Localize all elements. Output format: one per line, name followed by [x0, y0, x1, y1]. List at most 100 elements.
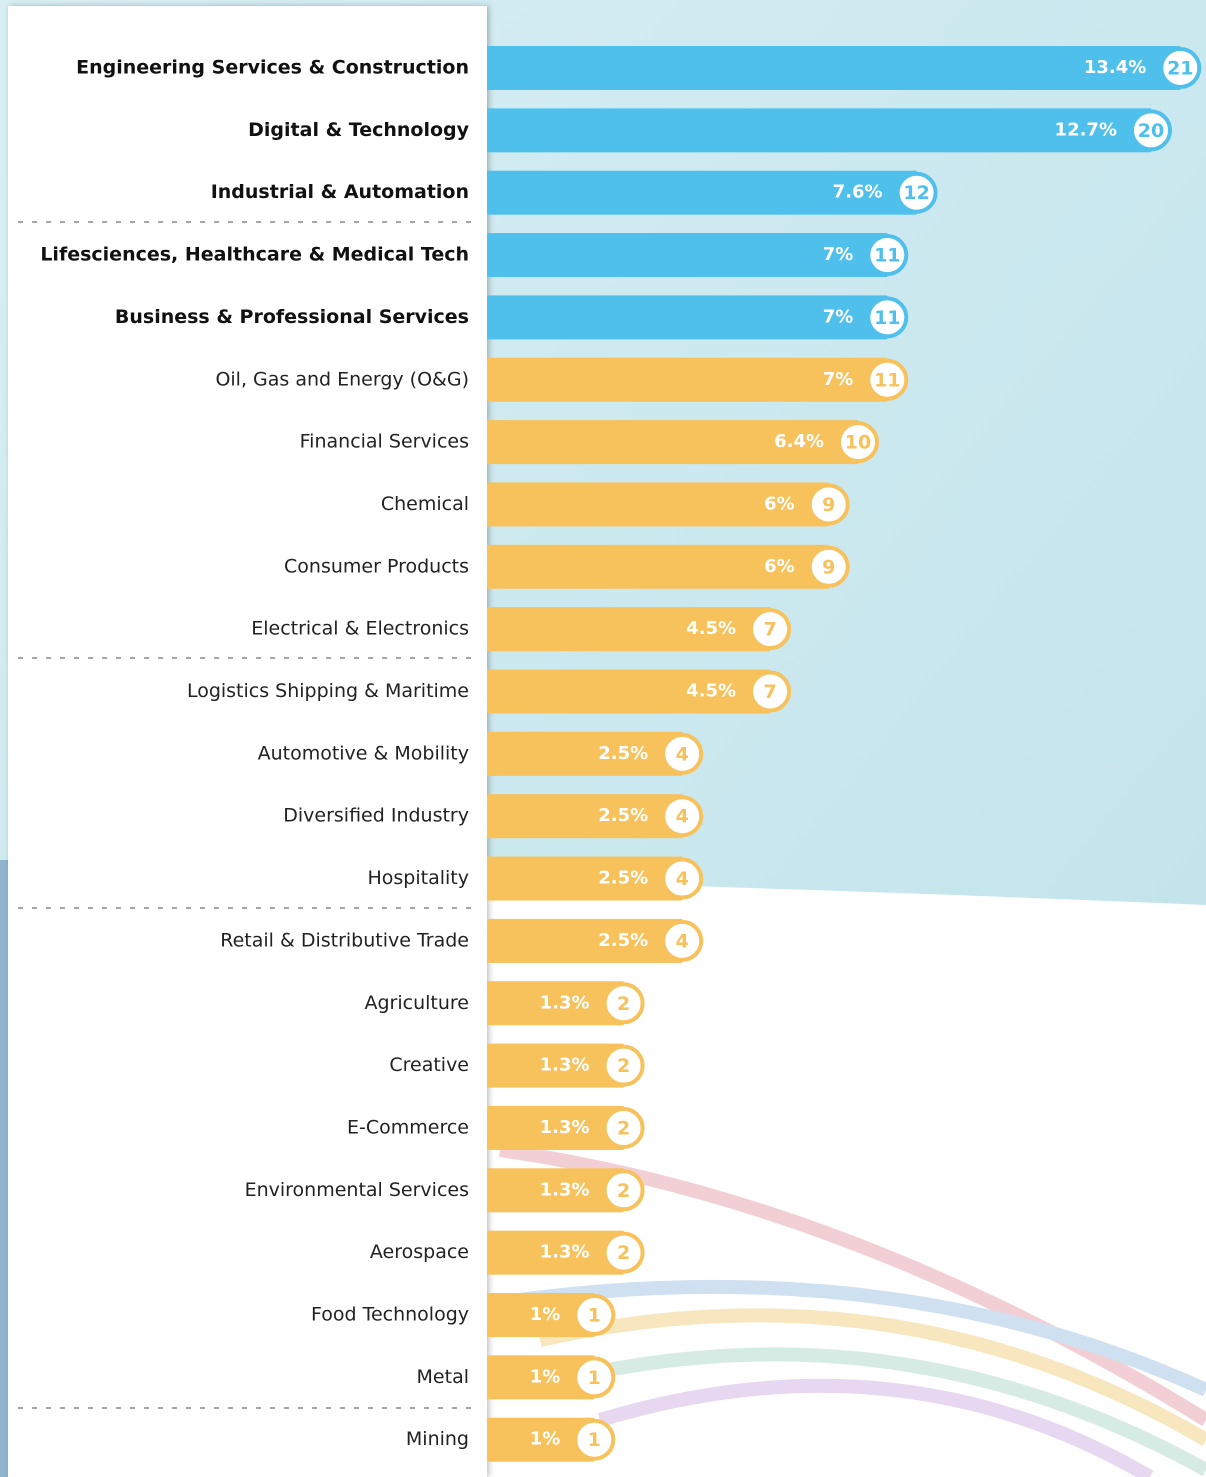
category-label: Food Technology [311, 1304, 469, 1326]
count-label: 2 [617, 1242, 630, 1264]
value-label: 1% [530, 1366, 561, 1387]
category-label: Digital & Technology [248, 119, 469, 141]
value-label: 6% [764, 493, 795, 514]
decor-waves [499, 1143, 1206, 1477]
count-badge [661, 919, 704, 962]
bar [487, 482, 829, 527]
count-badge [573, 1418, 616, 1461]
value-label: 2.5% [598, 805, 648, 826]
bar [487, 794, 683, 839]
count-label: 11 [874, 307, 900, 329]
value-label: 1.3% [540, 992, 590, 1013]
label-panel [8, 6, 487, 1477]
count-badge [866, 358, 909, 401]
count-label: 2 [617, 993, 630, 1015]
count-badge [807, 545, 850, 588]
value-label: 2.5% [598, 743, 648, 764]
value-label: 2.5% [598, 930, 648, 951]
count-badge [837, 421, 879, 464]
bar [487, 108, 1151, 153]
count-badge [602, 1106, 645, 1149]
count-label: 21 [1167, 58, 1193, 80]
count-label: 10 [845, 432, 871, 454]
count-badge [573, 1356, 616, 1399]
bar [487, 420, 858, 465]
category-label: Industrial & Automation [211, 181, 469, 203]
value-label: 1.3% [540, 1242, 590, 1263]
category-label: Hospitality [368, 867, 470, 889]
count-label: 12 [903, 182, 929, 204]
count-badge [602, 1044, 645, 1087]
category-label: Automotive & Mobility [258, 742, 469, 764]
bar [487, 1168, 624, 1213]
bar [487, 170, 917, 215]
value-label: 7.6% [833, 182, 883, 203]
count-label: 2 [617, 1117, 630, 1139]
bar [487, 1230, 624, 1275]
category-label: Agriculture [365, 992, 470, 1014]
count-label: 4 [676, 930, 689, 952]
count-badge [573, 1294, 616, 1336]
count-badge [661, 857, 704, 900]
value-label: 1.3% [540, 1179, 590, 1200]
count-badge [1159, 47, 1202, 89]
value-label: 6% [764, 556, 795, 577]
bar [487, 357, 888, 402]
bar [487, 295, 888, 340]
value-label: 12.7% [1055, 119, 1117, 140]
value-label: 1.3% [540, 1055, 590, 1076]
value-label: 1.3% [540, 1117, 590, 1138]
count-badge [895, 171, 938, 214]
value-label: 7% [823, 244, 854, 265]
category-label: Diversified Industry [283, 805, 469, 827]
category-label: Electrical & Electronics [251, 618, 469, 640]
count-badge [602, 982, 645, 1025]
count-badge [602, 1169, 645, 1212]
category-label: Mining [406, 1428, 469, 1450]
bar [487, 46, 1181, 90]
category-label: Business & Professional Services [115, 306, 469, 328]
count-label: 1 [588, 1367, 601, 1389]
count-label: 11 [874, 369, 900, 391]
category-label: Metal [417, 1366, 469, 1388]
count-badge [866, 234, 909, 277]
count-label: 9 [822, 556, 835, 578]
category-label: Oil, Gas and Energy (O&G) [215, 368, 469, 390]
value-label: 4.5% [686, 618, 736, 639]
value-label: 1% [530, 1429, 561, 1450]
category-label: Environmental Services [245, 1179, 469, 1201]
count-label: 2 [617, 1055, 630, 1077]
value-label: 2.5% [598, 868, 648, 889]
category-label: Chemical [381, 493, 469, 515]
value-label: 7% [823, 306, 854, 327]
bar [487, 731, 683, 776]
bar [487, 233, 888, 278]
category-label: Logistics Shipping & Maritime [187, 680, 469, 702]
count-badge [749, 608, 792, 651]
count-badge [749, 670, 792, 713]
category-label: Creative [389, 1054, 469, 1076]
bar [487, 1105, 624, 1150]
count-label: 1 [588, 1305, 601, 1327]
count-label: 4 [676, 743, 689, 765]
bar [487, 544, 829, 589]
count-badge [866, 296, 909, 339]
value-label: 7% [823, 369, 854, 390]
count-label: 9 [822, 494, 835, 516]
left-strip [0, 860, 8, 1477]
bar [487, 856, 683, 901]
value-label: 1% [530, 1304, 561, 1325]
category-label: Financial Services [300, 431, 469, 453]
category-label: Consumer Products [284, 555, 469, 577]
category-label: Retail & Distributive Trade [220, 929, 469, 951]
bar [487, 669, 771, 714]
category-label: Lifesciences, Healthcare & Medical Tech [40, 244, 469, 266]
bar [487, 981, 624, 1026]
count-badge [602, 1231, 645, 1274]
category-label: Engineering Services & Construction [76, 57, 469, 79]
count-badge [661, 732, 704, 775]
count-badge [661, 795, 704, 838]
count-label: 4 [676, 868, 689, 890]
